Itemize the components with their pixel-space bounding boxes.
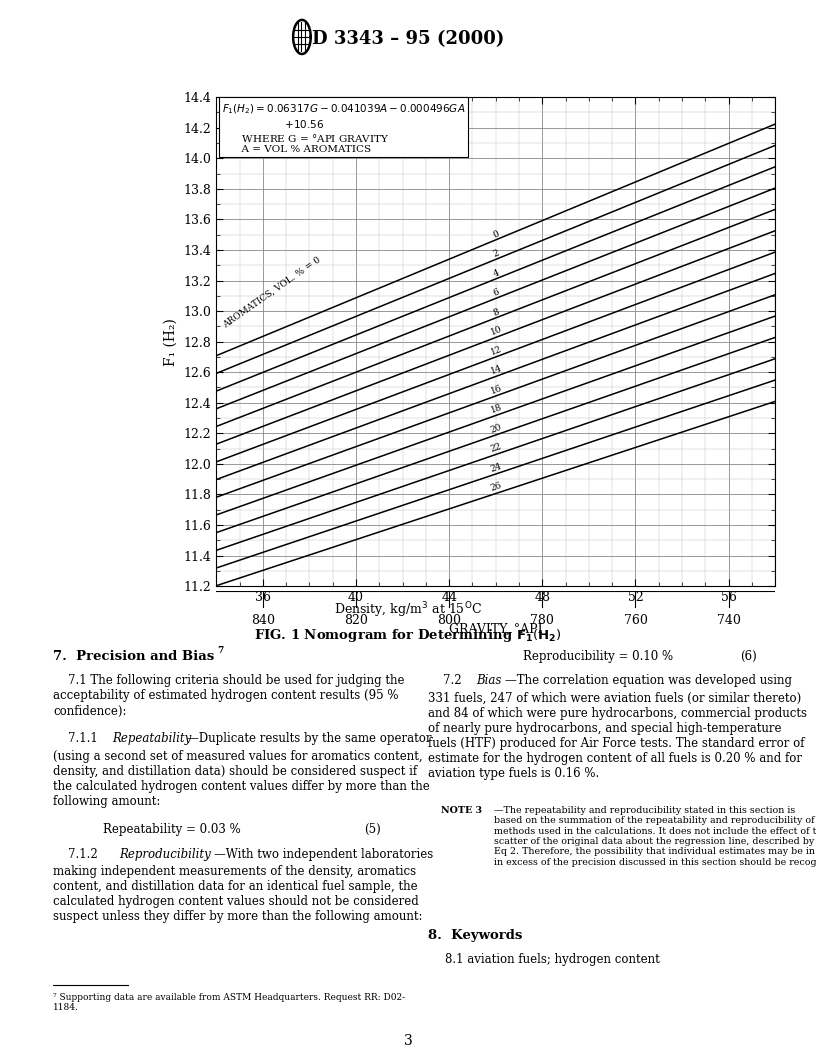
Text: 800: 800 <box>437 614 461 627</box>
Text: 3: 3 <box>404 1034 412 1049</box>
Text: —Duplicate results by the same operator: —Duplicate results by the same operator <box>187 732 432 746</box>
Text: 10: 10 <box>490 325 503 337</box>
Text: $F_1(H_2) = 0.06317G - 0.041039A-0.000496GA$
                   $+ 10.56$
      : $F_1(H_2) = 0.06317G - 0.041039A-0.00049… <box>222 102 465 154</box>
Text: 7.1 The following criteria should be used for judging the
acceptability of estim: 7.1 The following criteria should be use… <box>53 675 405 717</box>
Text: —With two independent laboratories: —With two independent laboratories <box>214 848 433 861</box>
Text: 12: 12 <box>490 344 503 357</box>
Text: 26: 26 <box>490 482 503 493</box>
Text: 740: 740 <box>716 614 741 627</box>
Text: 7.1.1: 7.1.1 <box>53 732 101 746</box>
Text: ⁷ Supporting data are available from ASTM Headquarters. Request RR: D02-
1184.: ⁷ Supporting data are available from AST… <box>53 993 406 1013</box>
Text: NOTE 3: NOTE 3 <box>428 806 482 815</box>
Text: Repeatability = 0.03 %: Repeatability = 0.03 % <box>103 824 241 836</box>
Text: 2: 2 <box>492 249 500 259</box>
Text: Reproducibility = 0.10 %: Reproducibility = 0.10 % <box>523 649 673 663</box>
Text: —The correlation equation was developed using: —The correlation equation was developed … <box>504 675 792 687</box>
Text: Reproducibility: Reproducibility <box>119 848 211 861</box>
Text: 820: 820 <box>344 614 368 627</box>
Text: AROMATICS, VOL. % = 0: AROMATICS, VOL. % = 0 <box>222 256 322 329</box>
Text: making independent measurements of the density, aromatics
content, and distillat: making independent measurements of the d… <box>53 866 423 923</box>
Text: 20: 20 <box>490 422 503 435</box>
Y-axis label: F₁ (H₂): F₁ (H₂) <box>164 318 178 365</box>
Text: —The repeatability and reproducibility stated in this section is
based on the su: —The repeatability and reproducibility s… <box>494 806 816 867</box>
Text: Bias: Bias <box>476 675 501 687</box>
Text: 8.  Keywords: 8. Keywords <box>428 928 523 942</box>
Text: (6): (6) <box>740 649 756 663</box>
Text: 7.  Precision and Bias: 7. Precision and Bias <box>53 649 215 663</box>
Text: 8: 8 <box>492 307 500 318</box>
Text: (using a second set of measured values for aromatics content,
density, and disti: (using a second set of measured values f… <box>53 750 430 808</box>
Text: 0: 0 <box>492 229 501 240</box>
Text: FIG. 1 Nomogram for Determining $\mathbf{F}_{\mathbf{1}}(\mathbf{H}_{\mathbf{2}}: FIG. 1 Nomogram for Determining $\mathbf… <box>255 627 561 644</box>
Text: 840: 840 <box>251 614 275 627</box>
Text: 4: 4 <box>492 268 501 279</box>
Text: 24: 24 <box>490 461 503 474</box>
Text: 7.1.2: 7.1.2 <box>53 848 101 861</box>
Text: 18: 18 <box>490 403 503 415</box>
Text: D 3343 – 95 (2000): D 3343 – 95 (2000) <box>312 31 504 49</box>
Text: 780: 780 <box>530 614 554 627</box>
Text: 8.1 aviation fuels; hydrogen content: 8.1 aviation fuels; hydrogen content <box>446 953 660 966</box>
Text: 7.2: 7.2 <box>428 675 466 687</box>
Text: 7: 7 <box>217 646 224 655</box>
Text: 6: 6 <box>492 287 500 298</box>
Text: (5): (5) <box>365 824 381 836</box>
Text: Repeatability: Repeatability <box>113 732 192 746</box>
Text: Density, kg/m$^3$ at 15$^{\rm O}$C: Density, kg/m$^3$ at 15$^{\rm O}$C <box>334 600 482 620</box>
Text: 22: 22 <box>490 442 503 454</box>
Text: 14: 14 <box>490 364 503 376</box>
Text: GRAVITY, °API: GRAVITY, °API <box>449 623 543 636</box>
Text: 16: 16 <box>490 383 503 396</box>
Text: 331 fuels, 247 of which were aviation fuels (or similar thereto)
and 84 of which: 331 fuels, 247 of which were aviation fu… <box>428 692 807 780</box>
Text: 760: 760 <box>623 614 647 627</box>
